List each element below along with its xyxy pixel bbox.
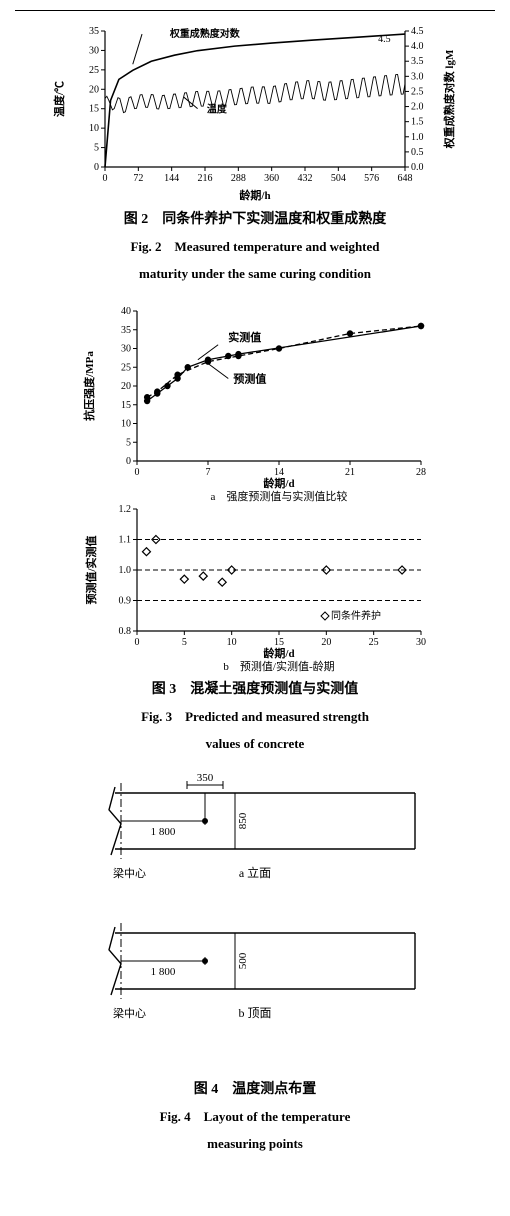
svg-text:25: 25 [369, 637, 379, 648]
svg-text:25: 25 [89, 65, 99, 76]
svg-text:0.5: 0.5 [411, 147, 424, 158]
fig2-chart: 0 5 10 15 20 25 30 35 0.0 0.5 1.0 1.5 2.0 2.5 3.0 3.5 4.… [45, 23, 465, 203]
svg-text:648: 648 [398, 173, 413, 184]
svg-text:72: 72 [133, 173, 143, 184]
fig3b-chart: 0.8 0.9 1.0 1.1 1.2 0 5 10 15 20 25 30 龄期/db 预测值/实测值… [75, 503, 435, 673]
fig3-caption-en1: Fig. 3 Predicted and measured strength [15, 707, 495, 728]
svg-text:360: 360 [264, 173, 279, 184]
svg-text:实测值: 实测值 [228, 330, 261, 344]
svg-text:40: 40 [121, 306, 131, 317]
svg-text:龄期/d: 龄期/d [263, 476, 294, 490]
svg-text:预测值/实测值: 预测值/实测值 [84, 535, 98, 604]
svg-text:30: 30 [121, 343, 131, 354]
fig3a-chart: 0 5 10 15 20 25 30 35 40 0 7 14 21 28 龄期/da 强度预测值与实测值比… [75, 303, 435, 503]
svg-text:a 立面: a 立面 [239, 865, 271, 880]
svg-text:0: 0 [135, 637, 140, 648]
svg-text:10: 10 [227, 637, 237, 648]
svg-text:14: 14 [274, 467, 284, 478]
svg-text:温度/℃: 温度/℃ [52, 81, 66, 117]
svg-text:30: 30 [89, 45, 99, 56]
svg-text:1 800: 1 800 [151, 826, 176, 838]
svg-text:35: 35 [89, 26, 99, 37]
figure-3: 051015202530354007142128龄期/da 强度预测值与实测值比… [15, 303, 495, 755]
top-rule [15, 10, 495, 11]
svg-text:15: 15 [274, 637, 284, 648]
svg-text:1.5: 1.5 [411, 117, 424, 128]
svg-text:抗压强度/MPa: 抗压强度/MPa [82, 351, 96, 421]
figure-2: 0 5 10 15 20 25 30 35 0.0 0.5 1.0 1.5 2.0 2.5 3.0 3.5 4.… [15, 23, 495, 285]
svg-text:0: 0 [94, 162, 99, 173]
svg-text:a 强度预测值与实测值比较: a 强度预测值与实测值比较 [211, 489, 348, 503]
svg-text:15: 15 [89, 104, 99, 115]
svg-text:30: 30 [416, 637, 426, 648]
svg-text:432: 432 [298, 173, 313, 184]
svg-text:1.2: 1.2 [119, 504, 132, 515]
fig4-caption-cn: 图 4 温度测点布置 [15, 1079, 495, 1101]
svg-text:2.0: 2.0 [411, 102, 424, 113]
svg-text:5: 5 [126, 437, 131, 448]
svg-text:21: 21 [345, 467, 355, 478]
svg-text:b 预测值/实测值-龄期: b 预测值/实测值-龄期 [223, 659, 334, 673]
svg-text:5: 5 [94, 143, 99, 154]
svg-text:1.1: 1.1 [119, 534, 132, 545]
svg-text:20: 20 [89, 84, 99, 95]
svg-text:4.0: 4.0 [411, 41, 424, 52]
svg-text:梁中心: 梁中心 [113, 866, 146, 880]
svg-text:850: 850 [237, 812, 249, 829]
svg-text:5: 5 [182, 637, 187, 648]
fig3-caption-en2: values of concrete [15, 734, 495, 755]
svg-text:35: 35 [121, 325, 131, 336]
fig2-caption-en1: Fig. 2 Measured temperature and weighted [15, 237, 495, 258]
svg-text:3.0: 3.0 [411, 71, 424, 82]
svg-text:15: 15 [121, 400, 131, 411]
svg-text:1.0: 1.0 [119, 565, 132, 576]
fig4-diagram: 梁中心1 800850350a 立面梁中心1 800500b 顶面 [55, 773, 455, 1073]
svg-text:1.0: 1.0 [411, 132, 424, 143]
svg-text:1 800: 1 800 [151, 966, 176, 978]
svg-text:10: 10 [89, 123, 99, 134]
svg-text:温度: 温度 [207, 103, 228, 116]
svg-text:0.8: 0.8 [119, 626, 132, 637]
svg-text:504: 504 [331, 173, 346, 184]
svg-text:2.5: 2.5 [411, 86, 424, 97]
svg-text:20: 20 [121, 381, 131, 392]
svg-text:0.0: 0.0 [411, 162, 424, 173]
fig2-caption-cn: 图 2 同条件养护下实测温度和权重成熟度 [15, 209, 495, 231]
fig4-caption-en2: measuring points [15, 1134, 495, 1155]
svg-text:梁中心: 梁中心 [113, 1006, 146, 1020]
svg-text:3.5: 3.5 [411, 56, 424, 67]
svg-text:0.9: 0.9 [119, 595, 132, 606]
svg-text:龄期/d: 龄期/d [263, 646, 294, 660]
svg-text:4.5: 4.5 [378, 34, 391, 45]
fig4-caption-en1: Fig. 4 Layout of the temperature [15, 1107, 495, 1128]
svg-text:0: 0 [103, 173, 108, 184]
svg-text:216: 216 [198, 173, 213, 184]
svg-text:b 顶面: b 顶面 [238, 1006, 271, 1020]
svg-text:权重成熟度对数 lgM: 权重成熟度对数 lgM [442, 49, 456, 149]
fig2-caption-en2: maturity under the same curing condition [15, 264, 495, 285]
svg-text:350: 350 [197, 773, 214, 784]
svg-text:288: 288 [231, 173, 246, 184]
svg-text:20: 20 [321, 637, 331, 648]
svg-text:28: 28 [416, 467, 426, 478]
fig3-caption-cn: 图 3 混凝土强度预测值与实测值 [15, 679, 495, 701]
svg-text:龄期/h: 龄期/h [239, 188, 270, 202]
svg-text:576: 576 [364, 173, 379, 184]
svg-text:预测值: 预测值 [233, 371, 266, 385]
svg-text:权重成熟度对数: 权重成熟度对数 [169, 27, 241, 40]
svg-text:25: 25 [121, 362, 131, 373]
svg-text:4.5: 4.5 [411, 26, 424, 37]
svg-text:10: 10 [121, 418, 131, 429]
svg-text:同条件养护: 同条件养护 [331, 609, 381, 622]
svg-text:7: 7 [206, 467, 211, 478]
svg-text:500: 500 [237, 952, 249, 969]
svg-text:0: 0 [135, 467, 140, 478]
figure-4: 梁中心1 800850350a 立面梁中心1 800500b 顶面 图 4 温度… [15, 773, 495, 1155]
svg-text:0: 0 [126, 456, 131, 467]
svg-text:144: 144 [164, 173, 179, 184]
